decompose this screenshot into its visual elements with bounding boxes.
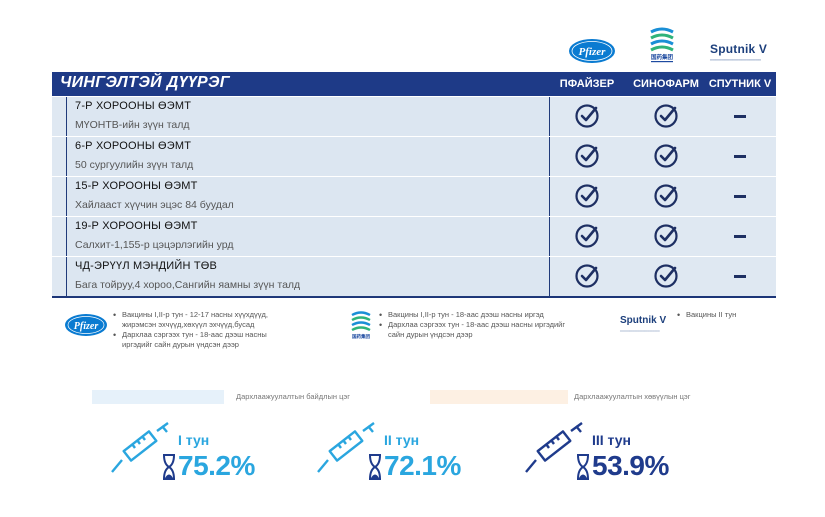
dose-label: III тун	[592, 432, 632, 448]
pfizer-check-icon	[547, 143, 627, 171]
column-header-sinopharm: СИНОФАРМ	[633, 78, 699, 90]
sputnik-dash-icon	[700, 103, 780, 131]
legend-item: Дархлаа сэргээх тун - 18-аас дээш насны …	[378, 320, 578, 340]
svg-text:国药集团: 国药集团	[352, 333, 370, 340]
vaccination-sites-table: ЧИНГЭЛТЭЙ ДҮҮРЭГ ПФАЙЗЕР СИНОФАРМ СПУТНИ…	[52, 72, 776, 298]
peach-category-bar	[430, 390, 568, 404]
svg-text:Pfizer: Pfizer	[579, 46, 607, 58]
site-name: ЧД-ЭРҮҮЛ МЭНДИЙН ТӨВ	[75, 260, 218, 272]
pfizer-logo: Pfizer	[65, 314, 107, 336]
sinopharm-check-icon	[626, 143, 706, 171]
dose-label: II тун	[384, 432, 420, 448]
table-row: 15-Р ХОРООНЫ ӨЭМТ Хайлааст хүүчин эцэс 8…	[52, 176, 776, 217]
dose-percentage: 75.2%	[178, 450, 255, 481]
syringe-icon	[317, 422, 375, 473]
dose-stat-3: III тун 53.9%	[524, 420, 704, 490]
dose-label: I тун	[178, 432, 210, 448]
vaccine-logos-header: Pfizer 国药集团 Sputnik V ══════════════════	[560, 26, 775, 68]
sinopharm-check-icon	[626, 263, 706, 291]
legend-sinopharm: 国药集团 Вакцины I,II-р тун - 18-аас дээш на…	[348, 310, 578, 340]
legend-item: Вакцины I,II-р тун - 12-17 насны хүүхдүү…	[112, 310, 294, 330]
syringe-icon	[525, 422, 583, 473]
svg-text:国药集团: 国药集团	[651, 53, 674, 61]
table-row: 6-Р ХОРООНЫ ӨЭМТ 50 сургуулийн зүүн талд	[52, 136, 776, 177]
sputnik-logo: Sputnik V ════════════════	[620, 315, 667, 334]
site-address: МҮОНТВ-ийн зүүн талд	[75, 119, 190, 131]
peach-bar-label: Дархлаажуулалтын хөвүүлын цэг	[574, 392, 691, 401]
sputnik-dash-icon	[700, 263, 780, 291]
legend-pfizer: Pfizer Вакцины I,II-р тун - 12-17 насны …	[64, 310, 294, 350]
site-address: Салхит-1,155-р цэцэрлэгийн урд	[75, 239, 234, 251]
table-row: 7-Р ХОРООНЫ ӨЭМТ МҮОНТВ-ийн зүүн талд	[52, 96, 776, 137]
sinopharm-check-icon	[626, 223, 706, 251]
pfizer-check-icon	[547, 263, 627, 291]
hourglass-icon	[369, 454, 381, 480]
legend-sputnik: Sputnik V ════════════════ Вакцины II ту…	[620, 310, 780, 333]
legend-item: Дархлаа сэргээх тун - 18-аас дээш насны …	[112, 330, 294, 350]
sputnik-logo: Sputnik V ══════════════════	[710, 42, 768, 62]
column-header-sputnik: СПУТНИК V	[708, 78, 772, 90]
sinopharm-check-icon	[626, 183, 706, 211]
sputnik-dash-icon	[700, 223, 780, 251]
dose-stat-2: II тун 72.1%	[316, 420, 496, 490]
hourglass-icon	[577, 454, 589, 480]
site-address: Бага тойруу,4 хороо,Сангийн яамны зүүн т…	[75, 279, 301, 291]
sinopharm-check-icon	[626, 103, 706, 131]
hourglass-icon	[163, 454, 175, 480]
svg-text:Pfizer: Pfizer	[74, 321, 99, 332]
sinopharm-logo: 国药集团	[650, 27, 674, 63]
site-name: 6-Р ХОРООНЫ ӨЭМТ	[75, 140, 192, 152]
district-title: ЧИНГЭЛТЭЙ ДҮҮРЭГ	[60, 74, 230, 91]
sinopharm-logo: 国药集团	[351, 311, 371, 340]
blue-bar-label: Дархлаажуулалтын байдлын цэг	[236, 392, 350, 401]
site-name: 7-Р ХОРООНЫ ӨЭМТ	[75, 100, 192, 112]
pfizer-check-icon	[547, 103, 627, 131]
blue-category-bar	[92, 390, 224, 404]
pfizer-check-icon	[547, 223, 627, 251]
site-address: Хайлааст хүүчин эцэс 84 буудал	[75, 199, 234, 211]
legend-item: Вакцины II тун	[676, 310, 780, 320]
table-row: 19-Р ХОРООНЫ ӨЭМТ Салхит-1,155-р цэцэрлэ…	[52, 216, 776, 257]
table-header: ЧИНГЭЛТЭЙ ДҮҮРЭГ ПФАЙЗЕР СИНОФАРМ СПУТНИ…	[52, 72, 776, 96]
dose-percentage: 72.1%	[384, 450, 461, 481]
sputnik-dash-icon	[700, 143, 780, 171]
table-row: ЧД-ЭРҮҮЛ МЭНДИЙН ТӨВ Бага тойруу,4 хороо…	[52, 256, 776, 297]
site-name: 15-Р ХОРООНЫ ӨЭМТ	[75, 180, 198, 192]
dose-stat-1: I тун 75.2%	[110, 420, 290, 490]
column-header-pfizer: ПФАЙЗЕР	[559, 78, 615, 90]
site-address: 50 сургуулийн зүүн талд	[75, 159, 194, 171]
dose-percentage: 53.9%	[592, 450, 669, 481]
pfizer-check-icon	[547, 183, 627, 211]
legend-item: Вакцины I,II-р тун - 18-аас дээш насны и…	[378, 310, 578, 320]
pfizer-logo: Pfizer	[569, 39, 615, 63]
syringe-icon	[111, 422, 169, 473]
sputnik-dash-icon	[700, 183, 780, 211]
site-name: 19-Р ХОРООНЫ ӨЭМТ	[75, 220, 198, 232]
